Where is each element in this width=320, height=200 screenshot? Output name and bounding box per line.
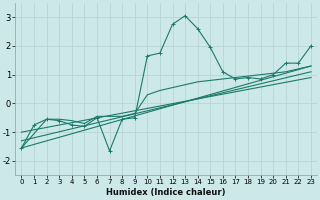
X-axis label: Humidex (Indice chaleur): Humidex (Indice chaleur)	[107, 188, 226, 197]
